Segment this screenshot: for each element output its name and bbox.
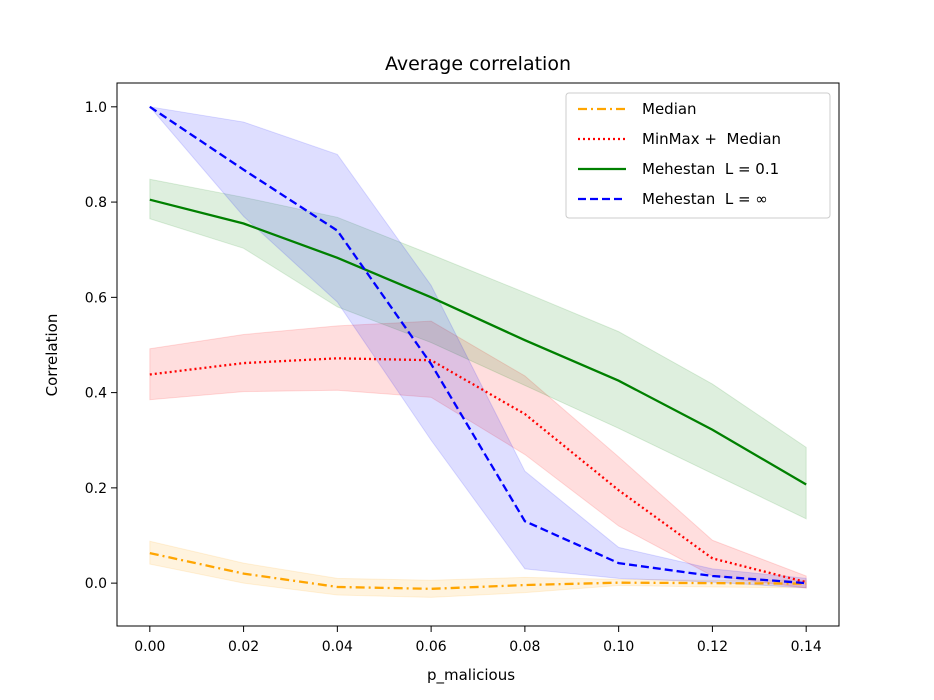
y-tick-label: 0.0 [85, 576, 107, 592]
chart-title: Average correlation [385, 53, 571, 75]
y-tick-label: 0.6 [85, 290, 107, 306]
x-tick-label: 0.04 [322, 639, 353, 655]
y-tick-label: 0.2 [85, 481, 107, 497]
y-tick-label: 0.8 [85, 195, 107, 211]
x-tick-label: 0.14 [791, 639, 822, 655]
y-tick-label: 1.0 [85, 100, 107, 116]
legend-label-2: Mehestan L = 0.1 [642, 160, 779, 178]
plot-area [116, 82, 840, 627]
band-series-1 [149, 320, 807, 589]
x-tick-label: 0.08 [509, 639, 540, 655]
x-tick-label: 0.00 [134, 639, 165, 655]
x-tick-label: 0.02 [228, 639, 259, 655]
line-series-1 [149, 357, 807, 584]
y-tick-label: 0.4 [85, 386, 107, 402]
legend-frame [565, 92, 831, 219]
series-lines [149, 105, 807, 590]
x-axis: 0.00 0.02 0.04 0.06 0.08 0.10 0.12 0.14 [134, 626, 822, 655]
legend-label-3: Mehestan L = ∞ [642, 190, 768, 208]
x-tick-label: 0.10 [603, 639, 634, 655]
line-series-2 [149, 198, 807, 486]
x-tick-label: 0.06 [416, 639, 447, 655]
band-series-2 [149, 178, 807, 520]
x-axis-label: p_malicious [427, 666, 515, 685]
line-series-0 [149, 552, 807, 590]
legend-label-0: Median [642, 100, 697, 118]
x-tick-label: 0.12 [697, 639, 728, 655]
y-axis-label: Correlation [43, 314, 61, 397]
legend-label-1: MinMax + Median [642, 130, 781, 148]
y-axis: 0.0 0.2 0.4 0.6 0.8 1.0 [85, 100, 117, 592]
legend: Median MinMax + Median Mehestan L = 0.1 Meh… [565, 92, 831, 219]
